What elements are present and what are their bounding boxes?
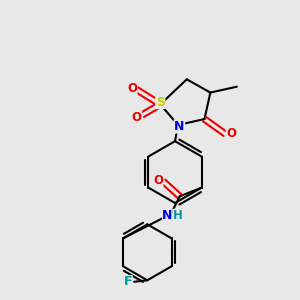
Text: O: O bbox=[153, 174, 163, 187]
Text: O: O bbox=[127, 82, 137, 95]
Text: F: F bbox=[124, 275, 132, 288]
Text: N: N bbox=[162, 209, 172, 222]
Text: O: O bbox=[226, 127, 236, 140]
Text: O: O bbox=[132, 111, 142, 124]
Text: S: S bbox=[156, 95, 165, 109]
Text: H: H bbox=[173, 209, 183, 222]
Text: N: N bbox=[174, 120, 184, 133]
